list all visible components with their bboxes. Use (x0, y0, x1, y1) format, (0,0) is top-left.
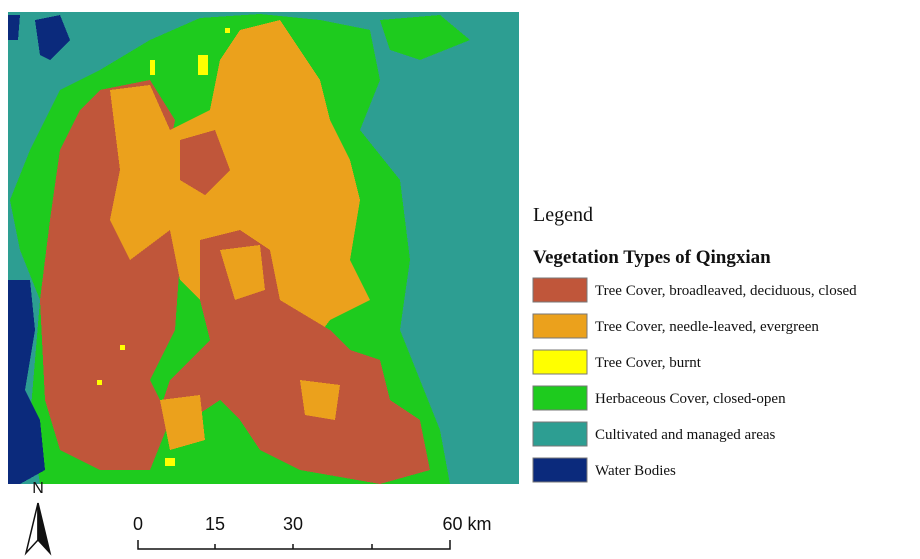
legend-swatch (533, 458, 587, 482)
scale-label: 15 (205, 514, 225, 534)
legend-swatch (533, 422, 587, 446)
legend-label: Tree Cover, needle-leaved, evergreen (595, 319, 819, 335)
legend-label: Water Bodies (595, 463, 676, 479)
north-arrow-right (38, 503, 50, 553)
map (8, 12, 519, 484)
scale-label: 0 (133, 514, 143, 534)
legend-swatch (533, 350, 587, 374)
legend-swatch (533, 386, 587, 410)
legend-title: Vegetation Types of Qingxian (533, 247, 771, 268)
north-label: N (32, 480, 44, 497)
north-arrow: N (26, 480, 50, 553)
scale-bar: 0 15 30 60 km (133, 514, 492, 549)
legend-heading: Legend (533, 204, 593, 226)
legend-swatch (533, 278, 587, 302)
legend-label: Tree Cover, broadleaved, deciduous, clos… (595, 283, 857, 299)
scale-line (138, 540, 450, 549)
scale-label: 30 (283, 514, 303, 534)
legend-swatch (533, 314, 587, 338)
north-arrow-left (26, 503, 38, 553)
legend-label: Tree Cover, burnt (595, 355, 702, 371)
legend: Tree Cover, broadleaved, deciduous, clos… (533, 278, 857, 482)
legend-label: Herbaceous Cover, closed-open (595, 391, 786, 407)
page: N 0 15 30 60 km Legend Vegetation Types of … (0, 0, 920, 559)
legend-label: Cultivated and managed areas (595, 427, 776, 443)
scale-label: 60 km (442, 514, 491, 534)
